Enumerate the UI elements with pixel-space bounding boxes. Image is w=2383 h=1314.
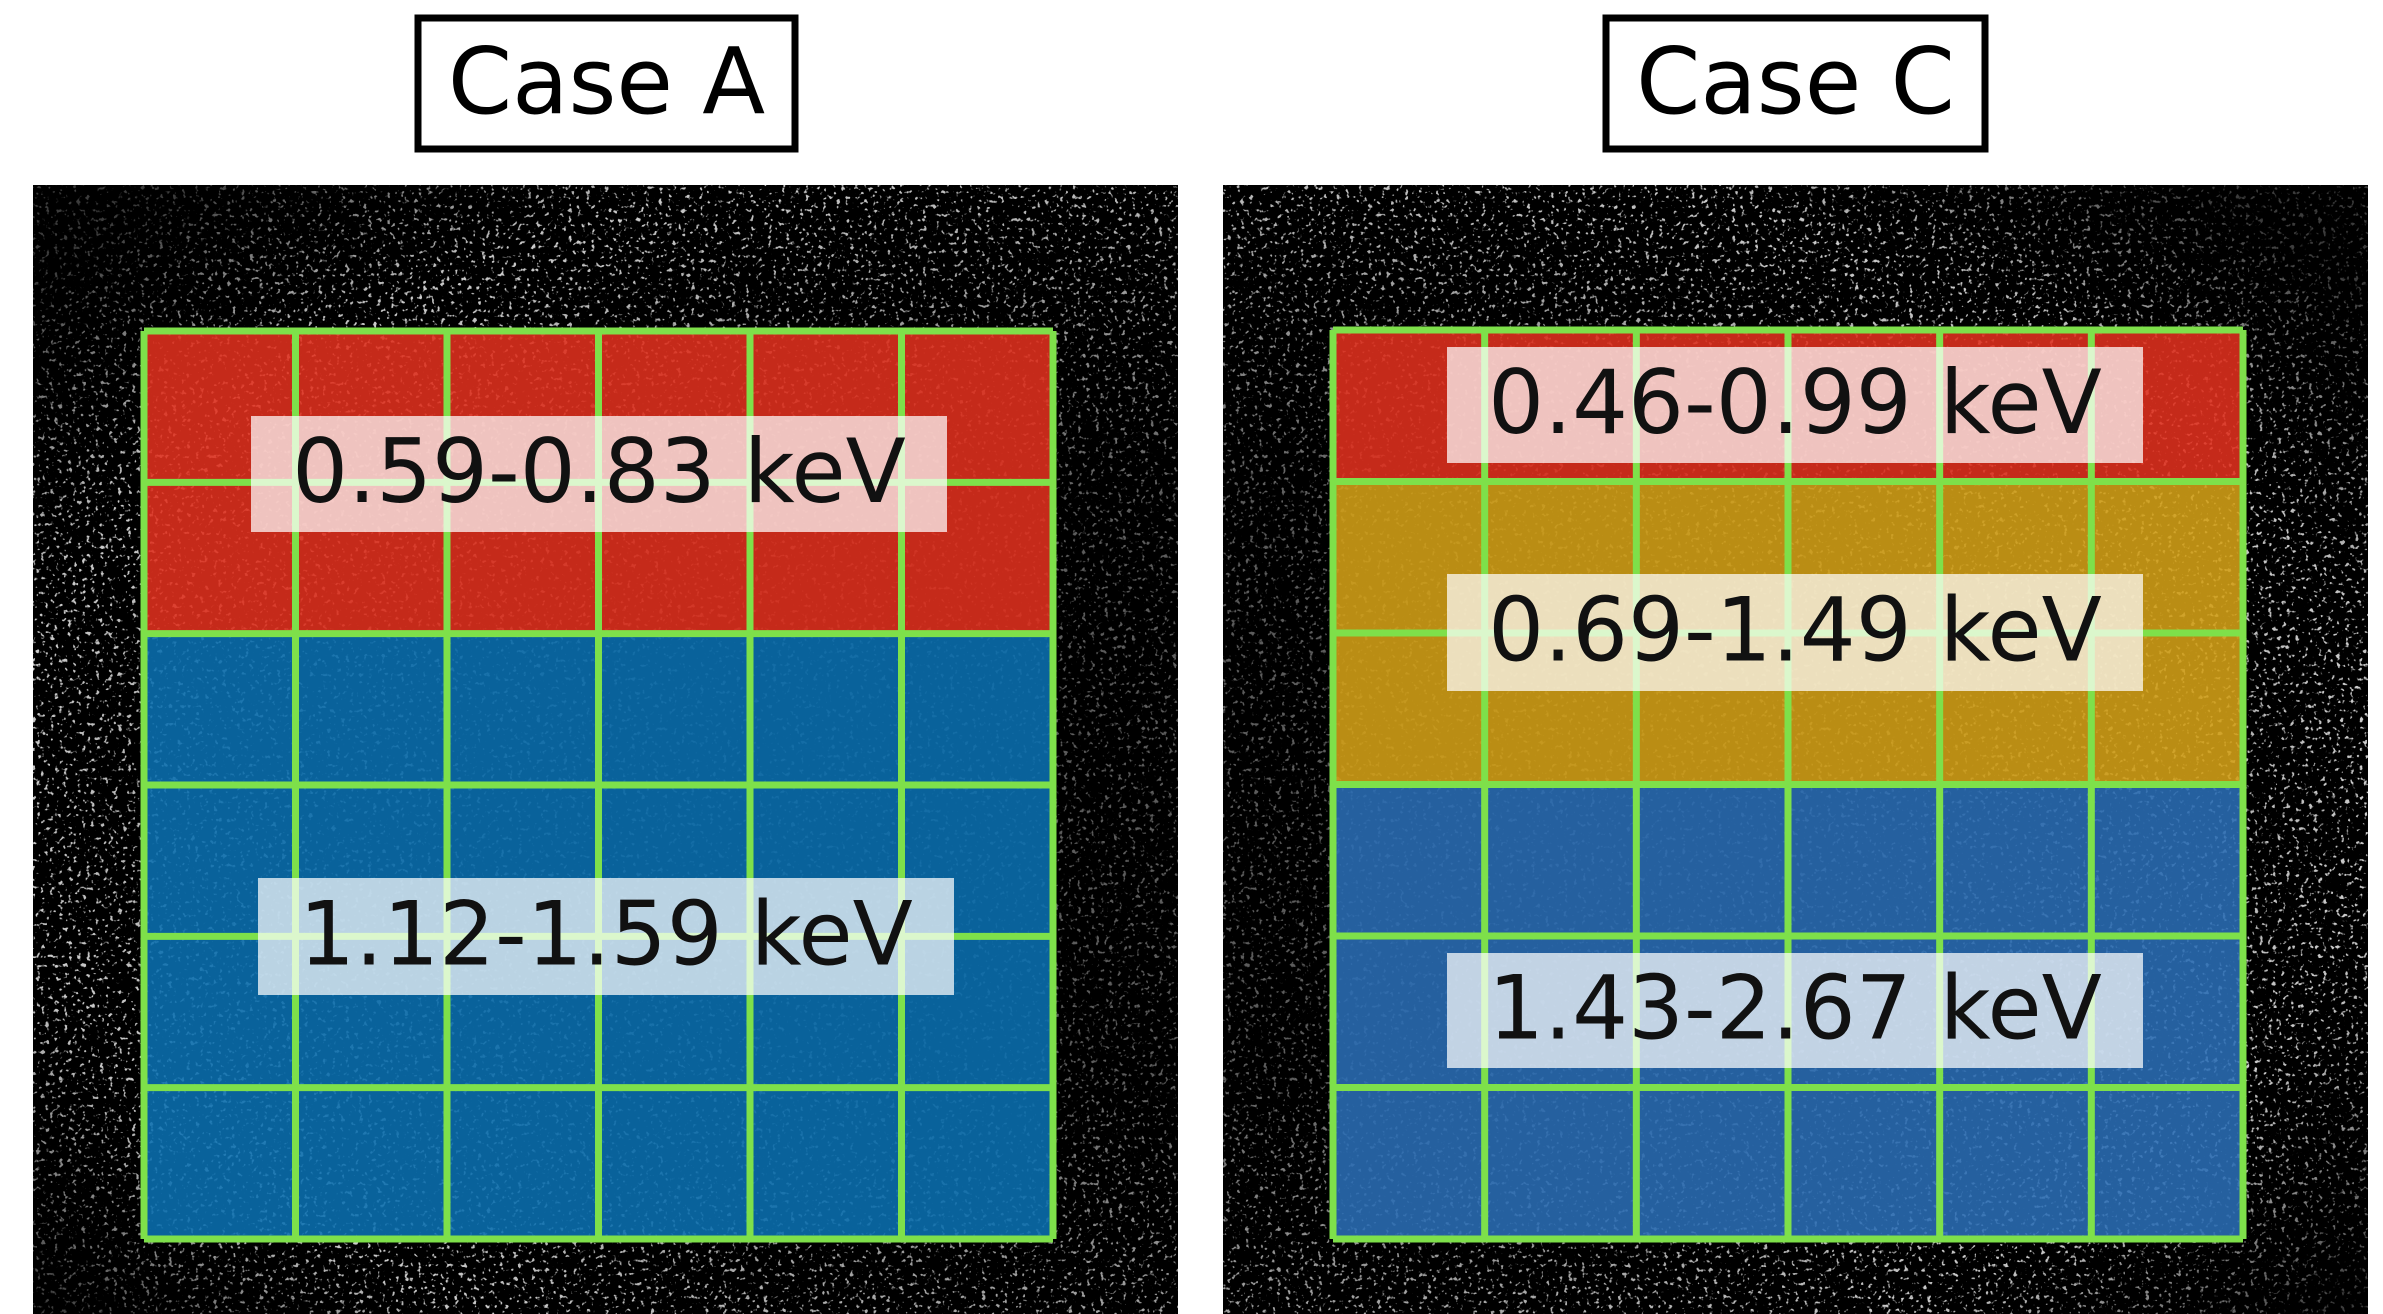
panel-title: Case A [448,28,765,135]
energy-label: 0.59-0.83 keV [292,420,906,523]
figure: Case A 0.59-0.83 keV 1.12-1.59 keV Case C 0.… [0,0,2383,1314]
energy-label: 1.43-2.67 keV [1488,956,2102,1059]
energy-label: 0.46-0.99 keV [1488,351,2102,454]
energy-label: 0.69-1.49 keV [1488,578,2102,681]
panel: Case C 0.46-0.99 keV 0.69-1.49 keV 1.43-2.6… [1223,18,2368,1314]
panel-title: Case C [1636,28,1955,135]
energy-label: 1.12-1.59 keV [299,882,913,985]
panel: Case A 0.59-0.83 keV 1.12-1.59 keV [33,18,1178,1314]
